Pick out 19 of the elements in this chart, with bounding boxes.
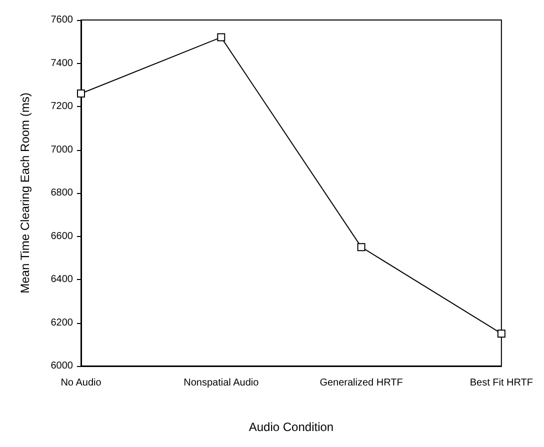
y-tick-label: 6000	[50, 360, 74, 372]
y-tick-label: 6200	[50, 317, 74, 328]
x-axis-title: Audio Condition	[248, 420, 334, 434]
y-tick-label: 6800	[50, 188, 74, 198]
point	[497, 330, 506, 338]
y-tick-label: 7200	[50, 101, 74, 112]
point	[217, 33, 226, 42]
x-tick-label: No Audio	[60, 378, 102, 388]
x-tick-label: Generalized HRTF	[320, 378, 403, 388]
y-tick-label: 6400	[50, 274, 74, 285]
y-tick-label: 7600	[50, 14, 74, 26]
y-tick-label: 6600	[50, 230, 74, 242]
y-tick-label: 7400	[50, 58, 74, 69]
y-tick-label: 7000	[50, 144, 74, 156]
x-tick-label: Nonspatial Audio	[184, 378, 260, 388]
x-tick-label: Best Fit HRTF	[470, 378, 533, 388]
point	[357, 243, 366, 252]
point	[77, 90, 85, 98]
y-axis-title: Mean Time Clearing Each Room (ms)	[18, 92, 32, 294]
